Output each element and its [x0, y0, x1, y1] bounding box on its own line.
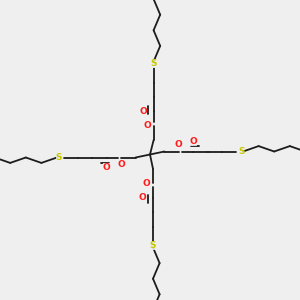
Text: S: S: [238, 147, 244, 156]
Text: O: O: [139, 193, 147, 202]
Text: S: S: [56, 153, 62, 162]
Text: O: O: [140, 107, 147, 116]
Text: O: O: [189, 137, 197, 146]
Text: S: S: [150, 241, 156, 250]
Text: O: O: [175, 140, 183, 149]
Text: O: O: [143, 121, 151, 130]
Text: O: O: [142, 179, 150, 188]
Text: O: O: [117, 160, 125, 169]
Text: O: O: [103, 163, 111, 172]
Text: S: S: [150, 59, 157, 68]
